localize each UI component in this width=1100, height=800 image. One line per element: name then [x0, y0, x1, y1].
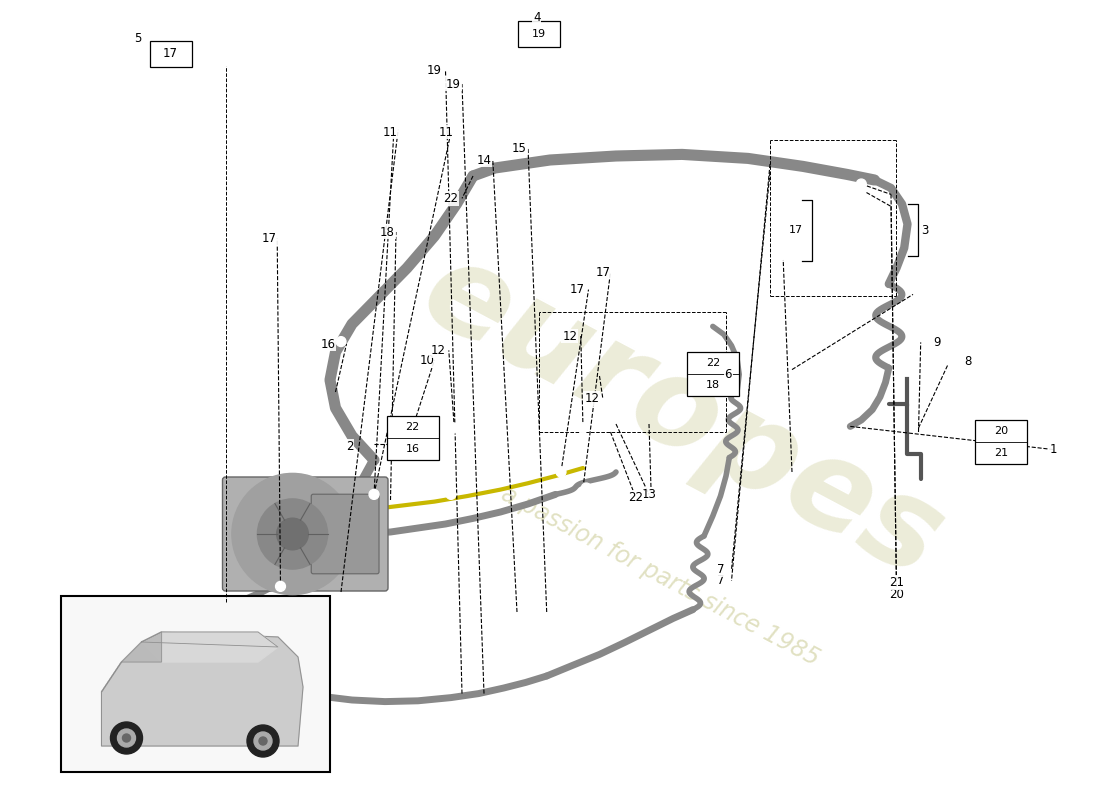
Text: 8: 8	[965, 355, 971, 368]
Polygon shape	[142, 632, 278, 662]
Text: 22: 22	[628, 491, 643, 504]
Circle shape	[254, 732, 272, 750]
Text: europes: europes	[402, 229, 962, 603]
Text: 12: 12	[584, 392, 600, 405]
Text: 10: 10	[419, 354, 435, 366]
Bar	[150, 41, 191, 66]
Text: 7: 7	[717, 574, 724, 587]
Circle shape	[276, 518, 308, 550]
Text: 17: 17	[164, 49, 177, 58]
Bar	[60, 596, 330, 772]
Text: 22: 22	[706, 358, 719, 368]
Text: 5: 5	[134, 32, 141, 45]
FancyBboxPatch shape	[222, 477, 388, 591]
Text: 20: 20	[889, 588, 904, 601]
Circle shape	[856, 185, 867, 194]
Circle shape	[122, 734, 131, 742]
Circle shape	[275, 582, 286, 591]
Text: 21: 21	[994, 448, 1008, 458]
Polygon shape	[101, 632, 162, 692]
Bar	[686, 352, 739, 397]
Text: 19: 19	[446, 78, 461, 90]
Text: 2: 2	[346, 440, 353, 453]
Circle shape	[856, 179, 867, 189]
Text: 11: 11	[439, 126, 454, 138]
Text: 15: 15	[512, 142, 527, 154]
Text: 9: 9	[934, 336, 940, 349]
Circle shape	[257, 499, 328, 569]
Text: a passion for parts since 1985: a passion for parts since 1985	[497, 482, 823, 670]
Circle shape	[118, 729, 135, 747]
Text: 4: 4	[534, 11, 540, 24]
Text: 11: 11	[383, 126, 398, 138]
Text: 17: 17	[789, 226, 803, 235]
Circle shape	[368, 490, 379, 499]
Bar	[386, 416, 439, 459]
Text: 13: 13	[641, 488, 657, 501]
Bar	[975, 421, 1027, 464]
Text: 20: 20	[994, 426, 1008, 437]
Text: 22: 22	[443, 192, 459, 205]
Text: 16: 16	[406, 443, 419, 454]
Circle shape	[110, 722, 143, 754]
Text: 17: 17	[595, 266, 610, 278]
FancyBboxPatch shape	[311, 494, 379, 574]
Text: 14: 14	[476, 154, 492, 166]
Text: 6: 6	[725, 368, 732, 381]
Text: 12: 12	[430, 344, 446, 357]
Text: 17: 17	[262, 232, 277, 245]
Text: 19: 19	[532, 29, 546, 38]
Circle shape	[258, 737, 267, 745]
Text: 19: 19	[427, 64, 442, 77]
Text: 21: 21	[889, 576, 904, 589]
Circle shape	[556, 467, 566, 477]
Text: 16: 16	[320, 338, 336, 350]
Text: 1: 1	[1050, 443, 1057, 456]
Text: 18: 18	[379, 226, 395, 238]
Text: 17: 17	[570, 283, 585, 296]
Circle shape	[336, 337, 346, 346]
Circle shape	[578, 423, 588, 433]
Text: 17: 17	[163, 47, 178, 60]
Circle shape	[581, 483, 592, 493]
Circle shape	[232, 474, 353, 594]
Text: 18: 18	[706, 381, 719, 390]
Circle shape	[248, 725, 279, 757]
Text: 12: 12	[562, 330, 578, 342]
Polygon shape	[101, 632, 303, 746]
Circle shape	[446, 490, 456, 499]
Text: 3: 3	[922, 224, 928, 237]
Bar	[518, 21, 560, 46]
Text: 22: 22	[406, 422, 419, 432]
Circle shape	[449, 423, 460, 433]
Text: 7: 7	[717, 563, 724, 576]
